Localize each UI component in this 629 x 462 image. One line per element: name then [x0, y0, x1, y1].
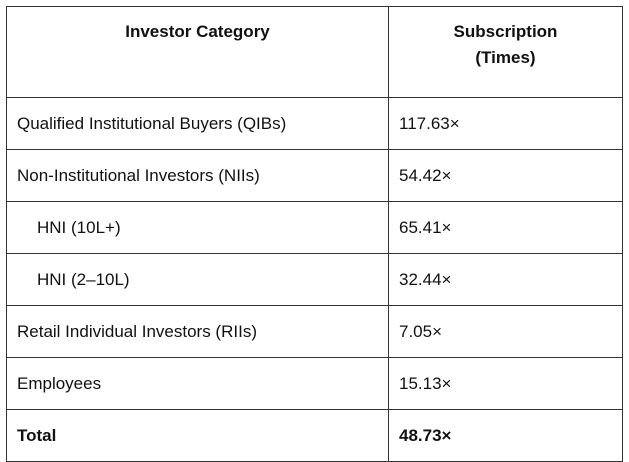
header-cell: Subscription (Times)	[388, 6, 623, 98]
table-body: Qualified Institutional Buyers (QIBs) 117…	[6, 97, 623, 462]
category-cell: HNI (10L+)	[6, 201, 389, 254]
value-cell: 7.05×	[388, 305, 623, 358]
category-cell: Employees	[6, 357, 389, 410]
category-cell: Qualified Institutional Buyers (QIBs)	[6, 97, 389, 150]
table-row: Qualified Institutional Buyers (QIBs) 117…	[6, 97, 623, 150]
header-cell: Investor Category	[6, 6, 389, 98]
value-cell: 48.73×	[388, 409, 623, 462]
value-cell: 117.63×	[388, 97, 623, 150]
value-cell: 54.42×	[388, 149, 623, 202]
table-row: Retail Individual Investors (RIIs) 7.05×	[6, 305, 623, 358]
header-row: Investor Category Subscription (Times)	[6, 6, 623, 98]
page: Investor Category Subscription (Times) Q…	[6, 6, 623, 462]
subscription-table: Investor Category Subscription (Times) Q…	[6, 6, 623, 462]
header-text: Subscription (Times)	[453, 22, 558, 67]
value-cell: 65.41×	[388, 201, 623, 254]
value-cell: 15.13×	[388, 357, 623, 410]
category-cell: Non-Institutional Investors (NIIs)	[6, 149, 389, 202]
table-row: Non-Institutional Investors (NIIs) 54.42×	[6, 149, 623, 202]
value-cell: 32.44×	[388, 253, 623, 306]
table-row: HNI (2–10L) 32.44×	[6, 253, 623, 306]
table-row: HNI (10L+) 65.41×	[6, 201, 623, 254]
category-cell: Retail Individual Investors (RIIs)	[6, 305, 389, 358]
category-cell: HNI (2–10L)	[6, 253, 389, 306]
table-row: Employees 15.13×	[6, 357, 623, 410]
category-cell: Total	[6, 409, 389, 462]
table-header: Investor Category Subscription (Times)	[6, 6, 623, 98]
table-row: Total 48.73×	[6, 409, 623, 462]
